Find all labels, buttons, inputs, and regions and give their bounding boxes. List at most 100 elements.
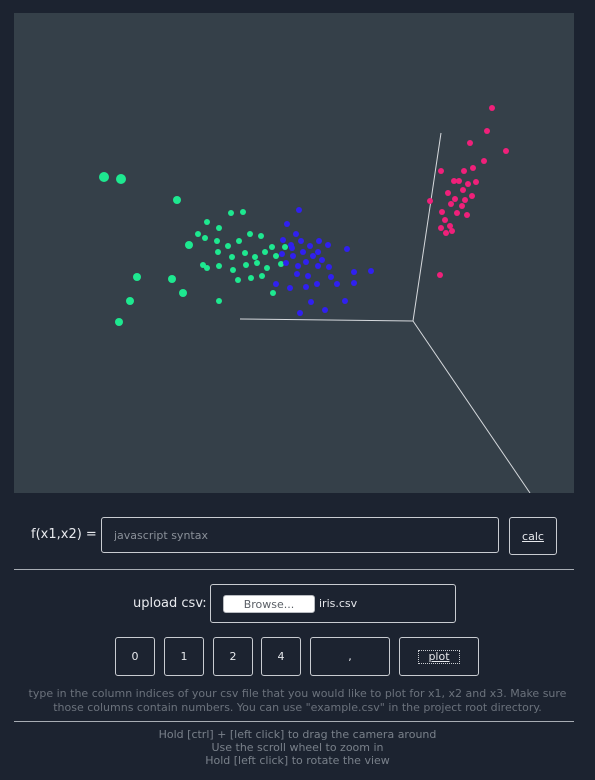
upload-row: upload csv: Browse... iris.csv bbox=[0, 584, 595, 624]
data-point bbox=[278, 261, 284, 267]
data-point bbox=[258, 233, 264, 239]
divider bbox=[14, 569, 574, 570]
data-point bbox=[303, 284, 309, 290]
plot-axes bbox=[239, 132, 531, 493]
data-point bbox=[459, 203, 465, 209]
column-index-x2[interactable]: 1 bbox=[164, 637, 204, 676]
plot-points bbox=[99, 105, 509, 326]
data-point bbox=[298, 238, 304, 244]
data-point bbox=[230, 267, 236, 273]
3d-scatter-plot[interactable] bbox=[14, 13, 574, 493]
data-point bbox=[300, 249, 306, 255]
data-point bbox=[462, 197, 468, 203]
data-point bbox=[316, 238, 322, 244]
data-point bbox=[290, 253, 296, 259]
data-point bbox=[235, 277, 241, 283]
data-point bbox=[315, 263, 321, 269]
data-point bbox=[322, 307, 328, 313]
data-point bbox=[240, 209, 246, 215]
data-point bbox=[308, 299, 314, 305]
data-point bbox=[437, 272, 443, 278]
data-point bbox=[465, 181, 471, 187]
data-point bbox=[264, 265, 270, 271]
data-point bbox=[470, 165, 476, 171]
data-point bbox=[204, 219, 210, 225]
data-point bbox=[204, 265, 210, 271]
data-point bbox=[445, 190, 451, 196]
data-point bbox=[342, 298, 348, 304]
data-point bbox=[344, 246, 350, 252]
data-point bbox=[273, 253, 279, 259]
data-point bbox=[179, 289, 187, 297]
browse-button[interactable]: Browse... bbox=[223, 595, 315, 613]
data-point bbox=[262, 249, 268, 255]
data-point bbox=[310, 253, 316, 259]
data-point bbox=[467, 140, 473, 146]
data-point bbox=[99, 172, 109, 182]
data-point bbox=[447, 223, 453, 229]
data-point bbox=[247, 231, 253, 237]
separator-input[interactable]: , bbox=[310, 637, 390, 676]
data-point bbox=[202, 235, 208, 241]
data-point bbox=[328, 274, 334, 280]
data-point bbox=[252, 254, 258, 260]
data-point bbox=[269, 244, 275, 250]
data-point bbox=[314, 281, 320, 287]
data-point bbox=[443, 230, 449, 236]
data-point bbox=[214, 238, 220, 244]
data-point bbox=[294, 271, 300, 277]
plot-button[interactable]: plot bbox=[399, 637, 479, 676]
column-index-x4[interactable]: 4 bbox=[261, 637, 301, 676]
data-point bbox=[351, 280, 357, 286]
data-point bbox=[305, 273, 311, 279]
data-point bbox=[448, 201, 454, 207]
data-point bbox=[225, 243, 231, 249]
data-point bbox=[449, 228, 455, 234]
data-point bbox=[287, 285, 293, 291]
data-point bbox=[236, 238, 242, 244]
selected-filename: iris.csv bbox=[319, 597, 358, 610]
y-axis-line bbox=[412, 132, 442, 322]
data-point bbox=[368, 268, 374, 274]
data-point bbox=[259, 273, 265, 279]
data-point bbox=[216, 225, 222, 231]
data-point bbox=[254, 260, 260, 266]
data-point bbox=[115, 318, 123, 326]
data-point bbox=[168, 275, 176, 283]
calc-button[interactable]: calc bbox=[509, 517, 557, 555]
data-point bbox=[297, 310, 303, 316]
file-input[interactable]: Browse... iris.csv bbox=[210, 584, 456, 623]
data-point bbox=[438, 225, 444, 231]
z-axis-line bbox=[412, 320, 531, 493]
controls-hint: Hold [ctrl] + [left click] to drag the c… bbox=[0, 728, 595, 767]
function-input[interactable] bbox=[101, 517, 499, 553]
data-point bbox=[326, 264, 332, 270]
data-point bbox=[315, 249, 321, 255]
data-point bbox=[295, 263, 301, 269]
data-point bbox=[464, 212, 470, 218]
data-point bbox=[319, 257, 325, 263]
data-point bbox=[270, 290, 276, 296]
controls-line-3: Hold [left click] to rotate the view bbox=[205, 754, 390, 767]
column-index-x1[interactable]: 0 bbox=[115, 637, 155, 676]
plot-canvas[interactable] bbox=[14, 13, 574, 493]
data-point bbox=[452, 196, 458, 202]
data-point bbox=[242, 250, 248, 256]
function-label: f(x1,x2) = bbox=[31, 527, 97, 542]
data-point bbox=[334, 281, 340, 287]
data-point bbox=[307, 243, 313, 249]
data-point bbox=[460, 187, 466, 193]
column-index-x3[interactable]: 2 bbox=[213, 637, 253, 676]
data-point bbox=[280, 237, 286, 243]
data-point bbox=[439, 209, 445, 215]
data-point bbox=[325, 242, 331, 248]
data-point bbox=[503, 148, 509, 154]
data-point bbox=[126, 297, 134, 305]
data-point bbox=[296, 207, 302, 213]
data-point bbox=[229, 254, 235, 260]
data-point bbox=[185, 241, 193, 249]
data-point bbox=[283, 260, 289, 266]
data-point bbox=[442, 217, 448, 223]
data-point bbox=[289, 245, 295, 251]
help-text: type in the column indices of your csv f… bbox=[28, 687, 567, 714]
